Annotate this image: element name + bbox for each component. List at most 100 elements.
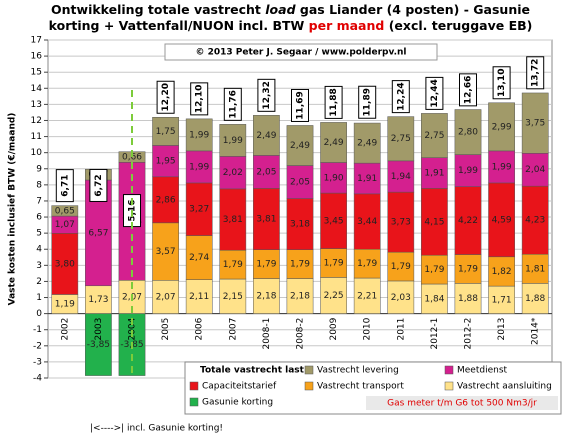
bar-segment bbox=[320, 277, 347, 314]
legend-label: Capaciteitstarief bbox=[202, 382, 277, 392]
bar-segment bbox=[387, 160, 415, 193]
y-axis-label: Vaste kosten inclusief BTW (€/maand) bbox=[8, 113, 18, 306]
x-tick-label: 2002 bbox=[60, 318, 70, 341]
title-part: (excl. teruggave EB) bbox=[388, 18, 533, 33]
value-label: 4,22 bbox=[458, 216, 478, 226]
bar-segment bbox=[320, 248, 347, 278]
y-tick-label: 15 bbox=[31, 68, 42, 78]
total-label: 6,72 bbox=[94, 174, 104, 196]
value-label: 1,79 bbox=[391, 262, 411, 272]
total-label: 12,24 bbox=[396, 82, 406, 110]
value-label: 1,79 bbox=[256, 260, 276, 270]
y-tick-label: -1 bbox=[33, 325, 42, 335]
legend-label: Vastrecht aansluiting bbox=[457, 382, 552, 392]
total-label: 11,76 bbox=[228, 90, 238, 118]
bar-segment bbox=[521, 185, 549, 255]
value-label: 2,49 bbox=[256, 131, 276, 141]
bar-segment bbox=[219, 188, 247, 251]
x-tick-label: 2004 bbox=[128, 317, 138, 340]
bar-segment bbox=[488, 256, 515, 287]
value-label: 1,91 bbox=[424, 169, 444, 179]
value-label: 3,27 bbox=[189, 205, 209, 215]
bar-segment bbox=[387, 116, 415, 162]
y-tick-label: 9 bbox=[36, 164, 42, 174]
title-part: gas Liander (4 posten) - Gasunie bbox=[299, 2, 530, 17]
bar-segment bbox=[185, 279, 213, 314]
front: © 2013 Peter J. Segaar / www.polderpv.nl… bbox=[55, 43, 562, 434]
bar-segment bbox=[320, 162, 347, 194]
value-label: 4,15 bbox=[424, 217, 444, 227]
bar-segment bbox=[488, 285, 515, 314]
bar-segment bbox=[353, 248, 381, 279]
total-label: 13,72 bbox=[531, 59, 541, 87]
total-box bbox=[391, 80, 410, 114]
bar-segment bbox=[185, 118, 213, 152]
total-box bbox=[257, 78, 276, 112]
y-tick-label: 5 bbox=[36, 229, 42, 239]
value-label: 1,79 bbox=[324, 258, 344, 268]
y-tick-label: 11 bbox=[31, 132, 42, 142]
total-box bbox=[291, 88, 309, 122]
bar-segment bbox=[253, 278, 280, 314]
value-label: 1,79 bbox=[357, 259, 377, 269]
copyright-box bbox=[164, 43, 438, 61]
bar-segment bbox=[421, 188, 448, 256]
bar-segment bbox=[253, 249, 280, 279]
value-label: 1,07 bbox=[55, 220, 75, 230]
value-label: 1,79 bbox=[290, 260, 310, 270]
legend-label: Gasunie korting bbox=[202, 398, 273, 408]
total-box bbox=[425, 76, 444, 110]
legend-swatch bbox=[304, 365, 314, 375]
title-part: korting + Vattenfall/NUON incl. BTW bbox=[48, 18, 305, 33]
bar-segment bbox=[286, 249, 314, 279]
value-label: 2,18 bbox=[256, 292, 276, 302]
legend-label: Vastrecht levering bbox=[317, 366, 399, 376]
chart-title: Ontwikkeling totale vastrecht load gas L… bbox=[0, 2, 581, 34]
annotation-box bbox=[366, 396, 558, 410]
x-tick-label: 2009 bbox=[329, 317, 339, 340]
bar-segment bbox=[320, 192, 347, 249]
bar-segment bbox=[152, 176, 179, 224]
bar-segment bbox=[253, 115, 280, 156]
bar-segment bbox=[353, 193, 381, 250]
value-label: 3,81 bbox=[223, 215, 243, 225]
bar-segment bbox=[421, 113, 448, 158]
bar-segment bbox=[51, 205, 79, 217]
x-tick-label: 2007 bbox=[228, 318, 238, 341]
legend-swatch bbox=[189, 381, 199, 391]
bar-segment bbox=[454, 254, 482, 284]
bar-segment bbox=[253, 188, 280, 250]
total-box bbox=[358, 85, 377, 119]
value-label: 1,81 bbox=[525, 264, 545, 274]
total-box bbox=[526, 56, 545, 90]
bar-segment bbox=[320, 122, 347, 163]
y-tick-label: 6 bbox=[36, 213, 42, 223]
value-label: 2,15 bbox=[223, 292, 243, 302]
x-tick-label: 2012-1 bbox=[430, 318, 440, 350]
value-label: 1,82 bbox=[492, 267, 512, 277]
y-tick-label: 14 bbox=[31, 84, 43, 94]
bar-segment bbox=[286, 125, 314, 166]
bar-segment bbox=[219, 156, 247, 190]
value-label: 2,75 bbox=[424, 131, 444, 141]
value-label: 2,49 bbox=[324, 138, 344, 148]
total-box bbox=[492, 66, 511, 100]
y-tick-label: -2 bbox=[33, 341, 42, 351]
y-tick-label: 7 bbox=[36, 196, 42, 206]
bar-segment bbox=[353, 122, 381, 164]
value-label: 1,19 bbox=[55, 300, 75, 310]
y-tick-label: 1 bbox=[36, 293, 42, 303]
value-label: 2,02 bbox=[223, 168, 243, 178]
total-label: 12,10 bbox=[195, 85, 205, 113]
value-label: 0,66 bbox=[122, 153, 142, 163]
total-label: 13,10 bbox=[497, 69, 507, 97]
y-tick-label: 10 bbox=[31, 148, 43, 158]
legend: Totale vastrecht last Vastrecht levering M… bbox=[184, 361, 562, 415]
y-tick-label: 17 bbox=[31, 36, 42, 46]
y-tick-label: -3 bbox=[33, 357, 42, 367]
title-part: per maand bbox=[308, 18, 385, 33]
total-label: 11,89 bbox=[363, 88, 373, 116]
value-label: 1,94 bbox=[391, 172, 411, 182]
value-label: 2,86 bbox=[156, 195, 176, 205]
total-label: 11,69 bbox=[296, 91, 306, 119]
